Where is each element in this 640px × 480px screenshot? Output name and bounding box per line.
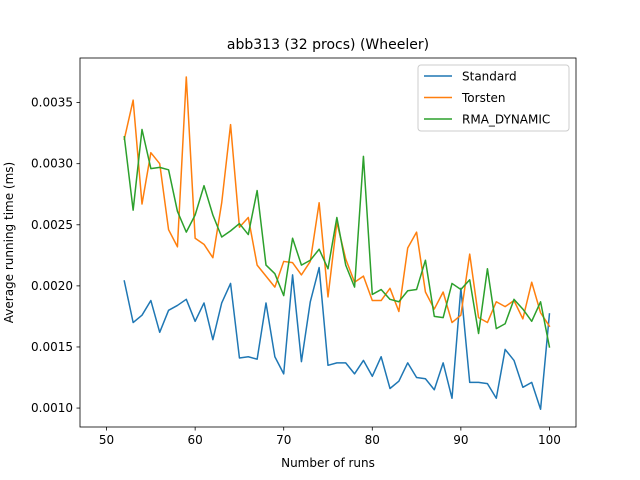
x-axis-label: Number of runs bbox=[281, 456, 375, 470]
series-layer bbox=[123, 76, 551, 411]
chart-title: abb313 (32 procs) (Wheeler) bbox=[227, 37, 429, 53]
y-tick-label: 0.0015 bbox=[31, 340, 73, 354]
legend: Standard Torsten RMA_DYNAMIC bbox=[417, 64, 570, 132]
plot-area: 50 60 70 80 90 100 0.00100.00150.00200.00250.… bbox=[31, 57, 577, 447]
x-tick-label: 80 bbox=[365, 433, 380, 447]
series-line-torsten bbox=[123, 76, 551, 328]
x-tick-label: 70 bbox=[276, 433, 291, 447]
plot-frame bbox=[79, 57, 577, 428]
y-tick-label: 0.0035 bbox=[31, 96, 73, 110]
y-tick-label: 0.0030 bbox=[31, 157, 73, 171]
y-tick-label: 0.0010 bbox=[31, 401, 73, 415]
y-axis-ticks: 0.0010 0.0015 0.0020 0.0025 0.0030 0.0035 bbox=[31, 96, 80, 415]
legend-label: Standard bbox=[462, 70, 517, 84]
x-tick-label: 50 bbox=[99, 433, 114, 447]
x-tick-label: 90 bbox=[453, 433, 468, 447]
y-axis-label: Average running time (ms) bbox=[2, 162, 16, 323]
x-axis-ticks: 50 60 70 80 90 100 bbox=[99, 427, 561, 447]
series-line-rma-dynamic bbox=[123, 128, 551, 348]
x-tick-label: 60 bbox=[188, 433, 203, 447]
y-tick-label: 0.0025 bbox=[31, 218, 73, 232]
legend-label: Torsten bbox=[461, 91, 506, 105]
y-tick-label: 0.0020 bbox=[31, 279, 73, 293]
series-line-standard bbox=[123, 266, 551, 411]
x-tick-label: 100 bbox=[538, 433, 561, 447]
legend-label: RMA_DYNAMIC bbox=[462, 113, 550, 127]
legend-box bbox=[417, 64, 570, 132]
